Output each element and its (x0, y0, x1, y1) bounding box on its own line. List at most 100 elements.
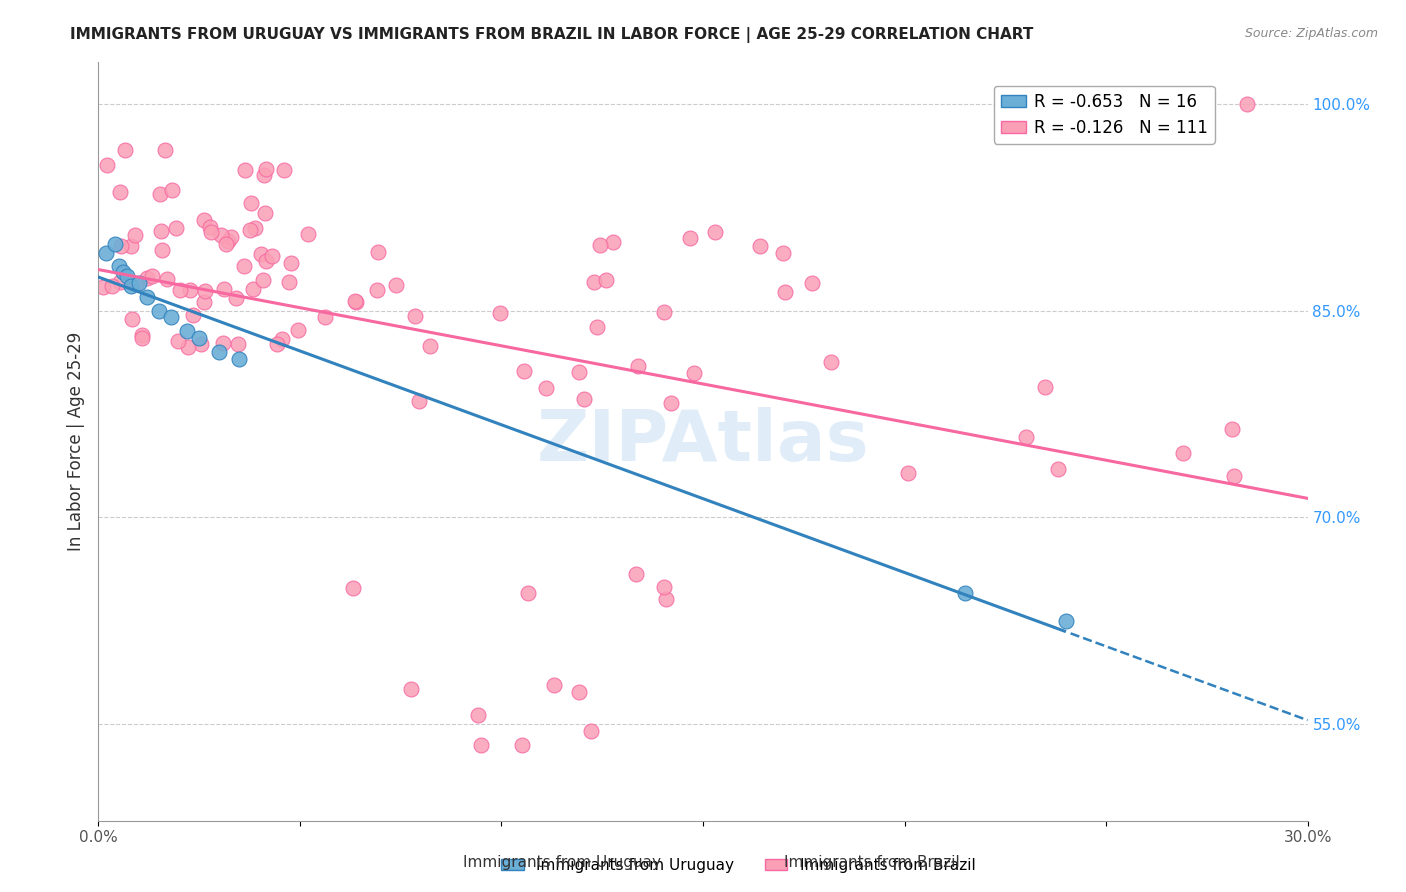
Text: Immigrants from Brazil: Immigrants from Brazil (785, 855, 960, 870)
Point (1220, 422, 1243, 436)
Point (149, 224, 172, 238)
Point (1236, 96, 1258, 111)
Point (160, 183, 183, 197)
Point (115, 269, 138, 284)
Point (1171, 446, 1194, 460)
Point (176, 324, 198, 338)
Point (897, 466, 920, 480)
Point (141, 269, 163, 284)
Point (124, 228, 146, 243)
Point (280, 256, 302, 270)
Point (120, 278, 142, 293)
Text: Immigrants from Uruguay: Immigrants from Uruguay (464, 855, 661, 870)
Point (595, 273, 617, 287)
Point (287, 322, 309, 336)
Point (214, 282, 236, 296)
Point (314, 310, 336, 324)
Point (160, 310, 183, 325)
Point (167, 334, 190, 349)
Point (156, 272, 179, 286)
Point (194, 285, 217, 299)
Point (260, 249, 283, 263)
Point (1047, 462, 1070, 476)
Point (278, 275, 301, 289)
Point (111, 265, 134, 279)
Point (226, 336, 249, 351)
Point (652, 580, 675, 594)
Point (181, 308, 204, 322)
Text: Source: ZipAtlas.com: Source: ZipAtlas.com (1244, 27, 1378, 40)
Point (250, 246, 273, 260)
Y-axis label: In Labor Force | Age 25-29: In Labor Force | Age 25-29 (66, 332, 84, 551)
Point (233, 163, 256, 178)
Point (419, 339, 441, 353)
Point (128, 276, 150, 290)
Point (572, 392, 595, 407)
Legend: R = -0.653   N = 16, R = -0.126   N = 111: R = -0.653 N = 16, R = -0.126 N = 111 (994, 86, 1215, 144)
Point (148, 303, 170, 318)
Point (624, 566, 647, 581)
Point (232, 259, 254, 273)
Point (627, 359, 650, 373)
Point (1033, 380, 1056, 394)
Point (108, 185, 131, 199)
Point (586, 320, 609, 334)
Point (188, 331, 211, 345)
Point (253, 169, 276, 183)
Point (655, 592, 678, 607)
Point (399, 681, 422, 696)
Point (131, 328, 153, 343)
Point (165, 221, 187, 235)
Point (385, 278, 408, 293)
Point (155, 143, 177, 157)
Point (579, 723, 602, 738)
Point (239, 223, 262, 237)
Point (568, 685, 591, 699)
Point (225, 291, 247, 305)
Point (212, 336, 235, 351)
Point (96, 245, 118, 260)
Point (228, 351, 250, 366)
Point (513, 364, 536, 378)
Point (1223, 469, 1246, 483)
Point (96, 158, 118, 172)
Point (1054, 614, 1077, 628)
Point (209, 227, 232, 242)
Point (773, 285, 796, 299)
Point (121, 312, 143, 326)
Point (100, 279, 122, 293)
Point (254, 161, 277, 176)
Point (177, 340, 200, 354)
Point (135, 271, 157, 285)
Point (217, 235, 239, 249)
Point (953, 586, 976, 600)
Point (470, 738, 492, 752)
Point (801, 276, 824, 290)
Point (517, 586, 540, 600)
Point (110, 239, 132, 253)
Point (510, 738, 533, 752)
Point (198, 219, 221, 234)
Point (679, 230, 702, 244)
Point (190, 336, 212, 351)
Point (254, 253, 277, 268)
Point (240, 196, 263, 211)
Point (103, 237, 125, 252)
Point (114, 143, 136, 157)
Point (91, 280, 114, 294)
Point (179, 283, 201, 297)
Point (342, 582, 364, 596)
Point (200, 226, 222, 240)
Point (366, 283, 388, 297)
Point (266, 337, 288, 351)
Point (602, 235, 624, 249)
Point (273, 163, 295, 178)
Point (820, 354, 842, 368)
Point (271, 332, 294, 346)
Point (367, 244, 389, 259)
Point (169, 283, 191, 297)
Point (1014, 430, 1036, 444)
Point (120, 239, 142, 253)
Point (208, 345, 231, 359)
Point (568, 365, 591, 379)
